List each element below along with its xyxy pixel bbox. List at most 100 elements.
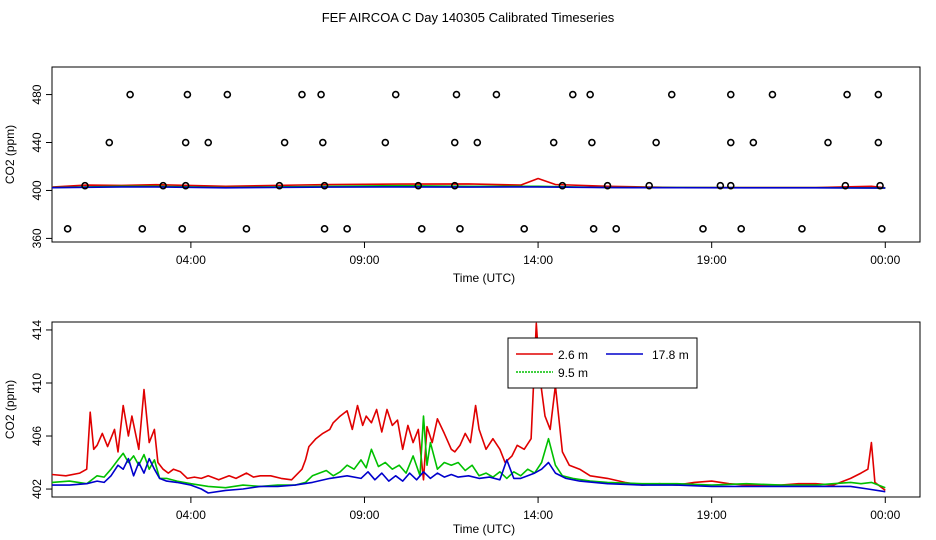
calibration-point <box>586 90 594 99</box>
calibration-point <box>568 90 577 99</box>
calibration-point <box>588 138 596 147</box>
bottom-series-lines <box>51 322 886 494</box>
bottom-series-9-5-m <box>51 415 886 489</box>
bottom-x-tick-label: 19:00 <box>697 508 727 522</box>
bottom-plot-frame <box>51 321 921 498</box>
bottom-series-17-8-m <box>52 457 886 494</box>
calibration-point <box>391 90 400 99</box>
bottom-y-tick-label: 406 <box>30 426 44 446</box>
calibration-point <box>242 225 251 233</box>
calibration-point <box>204 138 213 147</box>
top-x-axis-label: Time (UTC) <box>453 271 515 285</box>
calibration-point <box>878 225 886 233</box>
calibration-point <box>843 90 851 99</box>
bottom-y-tick-label: 402 <box>30 479 44 499</box>
calibration-point <box>549 138 558 147</box>
calibration-point <box>716 181 725 190</box>
legend-label-2-6m: 2.6 m <box>558 348 588 362</box>
calibration-point <box>320 181 329 190</box>
calibration-point <box>841 181 850 190</box>
calibration-point <box>138 225 147 233</box>
calibration-point <box>63 225 72 233</box>
top-y-tick-label: 360 <box>30 228 44 248</box>
calibration-point <box>159 181 167 190</box>
top-y-tick-label: 440 <box>30 132 44 152</box>
top-series-17-8-m <box>51 186 886 189</box>
top-series-lines <box>51 177 886 189</box>
top-x-tick-label: 00:00 <box>870 253 900 267</box>
bottom-y-axis-label: CO2 (ppm) <box>3 380 17 439</box>
calibration-point <box>876 181 884 190</box>
calibration-point <box>652 138 660 147</box>
bottom-x-tick-label: 00:00 <box>870 508 900 522</box>
bottom-y-tick-label: 410 <box>30 373 44 393</box>
calibration-point <box>414 181 423 190</box>
top-x-tick-label: 19:00 <box>697 253 727 267</box>
calibration-point <box>749 138 758 147</box>
calibration-point <box>320 225 329 233</box>
calibration-point <box>81 181 89 190</box>
calibration-point <box>452 90 461 99</box>
calibration-point <box>726 90 735 99</box>
bottom-y-tick-label: 414 <box>30 320 44 340</box>
top-x-tick-label: 14:00 <box>523 253 553 267</box>
calibration-point <box>699 225 707 233</box>
calibration-point <box>275 181 284 190</box>
calibration-point <box>874 138 883 147</box>
calibration-point <box>726 181 735 190</box>
top-x-axis: 04:00 09:00 14:00 19:00 00:00 <box>176 242 901 267</box>
calibration-point <box>603 181 612 190</box>
calibration-point <box>280 138 289 147</box>
top-panel: 360 400 440 480 04:00 09:00 14:00 19:00 00:00 T… <box>3 66 921 285</box>
calibration-point <box>381 138 390 147</box>
calibration-point <box>645 181 653 190</box>
top-y-axis: 360 400 440 480 <box>30 84 52 248</box>
calibration-point <box>492 90 501 99</box>
calibration-point <box>298 90 306 99</box>
calibration-point <box>450 181 459 190</box>
calibration-point <box>319 138 327 147</box>
calibration-point <box>178 225 186 233</box>
legend-box <box>507 337 698 389</box>
chart-title: FEF AIRCOA C Day 140305 Calibrated Times… <box>322 10 615 25</box>
calibration-point <box>181 138 190 147</box>
bottom-series-2-6-m <box>51 322 886 492</box>
calibration-point <box>768 90 777 99</box>
calibration-point <box>726 138 735 147</box>
calibration-point <box>183 90 192 99</box>
calibration-point <box>450 138 459 147</box>
calibration-point <box>417 225 426 233</box>
top-y-axis-label: CO2 (ppm) <box>3 125 17 184</box>
top-x-tick-label: 04:00 <box>176 253 206 267</box>
bottom-panel: 402 406 410 414 04:00 09:00 14:00 19:00 00:00 T… <box>3 320 921 536</box>
legend-label-17-8m: 17.8 m <box>652 348 689 362</box>
calibration-point <box>105 138 114 147</box>
calibration-point <box>126 90 134 99</box>
top-x-tick-label: 09:00 <box>349 253 379 267</box>
top-y-tick-label: 400 <box>30 180 44 200</box>
calibration-point <box>456 225 464 233</box>
calibration-point <box>473 138 482 147</box>
calibration-point <box>520 225 528 233</box>
top-y-tick-label: 480 <box>30 84 44 104</box>
bottom-y-axis: 402 406 410 414 <box>30 320 52 499</box>
calibration-point <box>737 225 745 233</box>
calibration-point <box>181 181 190 190</box>
bottom-x-tick-label: 04:00 <box>176 508 206 522</box>
calibration-point <box>223 90 232 99</box>
calibration-point <box>798 225 806 233</box>
calibration-point <box>824 138 832 147</box>
calibration-point <box>589 225 598 233</box>
calibration-point <box>874 90 883 99</box>
calibration-point <box>317 90 325 99</box>
calibration-point <box>612 225 621 233</box>
bottom-x-tick-label: 14:00 <box>523 508 553 522</box>
calibration-point <box>558 181 567 190</box>
legend-label-9-5m: 9.5 m <box>558 366 588 380</box>
legend: 2.6 m 9.5 m 17.8 m <box>507 337 698 389</box>
bottom-x-axis: 04:00 09:00 14:00 19:00 00:00 <box>176 497 901 522</box>
calibration-point <box>667 90 676 99</box>
top-plot-frame <box>51 66 921 243</box>
top-calibration-points <box>63 90 886 233</box>
